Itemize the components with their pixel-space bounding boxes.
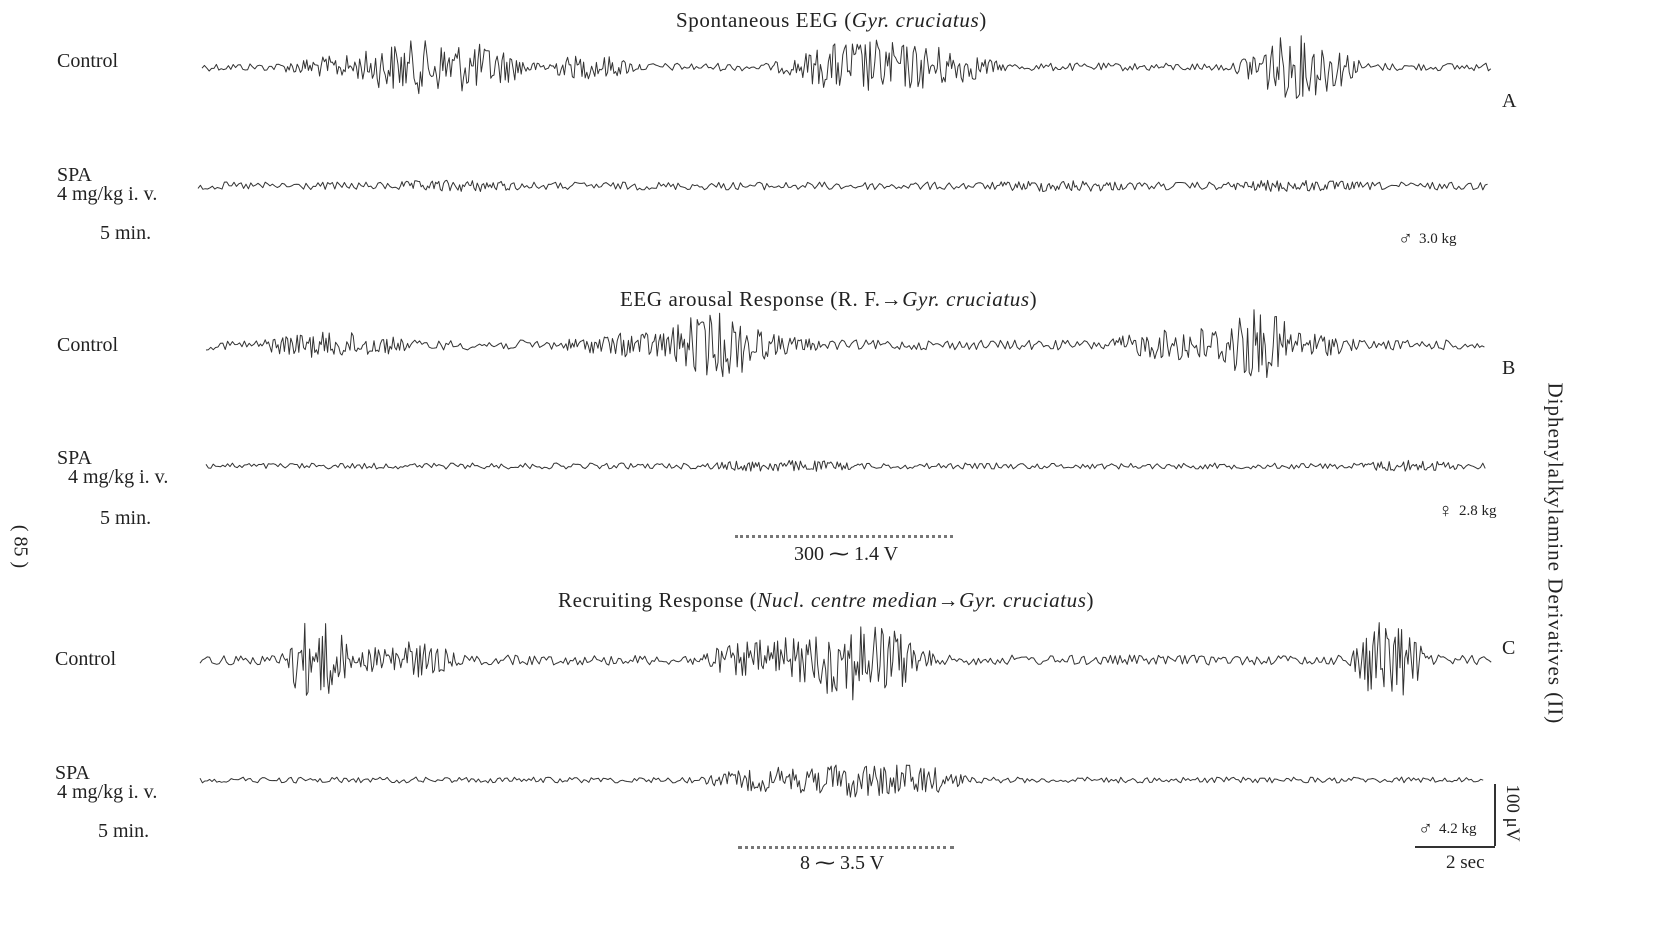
panel-c-control-label: Control	[55, 648, 117, 670]
amplitude-calibration-bar	[1494, 784, 1496, 846]
panel-c-spa-trace	[199, 764, 1484, 798]
eeg-waveform	[201, 35, 1492, 99]
panel-a-title: Spontaneous EEG (Gyr. cruciatus)	[676, 8, 987, 32]
panel-a-control-trace	[201, 35, 1492, 99]
female-symbol-icon: ♀	[1438, 500, 1453, 522]
panel-c-drug-label: SPA	[55, 762, 90, 784]
panel-b-stimulus-bar	[735, 535, 953, 538]
panel-c-animal: ♂ 4.2 kg	[1418, 818, 1477, 840]
eeg-waveform	[205, 309, 1485, 378]
panel-a-dose-label: 4 mg/kg i. v.	[57, 183, 158, 205]
panel-b-drug-label: SPA	[57, 447, 92, 469]
panel-c-stimulus-label: 8 ⁓ 3.5 V	[800, 852, 885, 874]
time-calibration-label: 2 sec	[1446, 852, 1485, 873]
panel-a-time-label: 5 min.	[100, 222, 152, 244]
panel-b-control-trace	[205, 309, 1485, 378]
panel-b-spa-trace	[205, 459, 1486, 472]
panel-b-animal: ♀ 2.8 kg	[1438, 500, 1497, 522]
panel-c-title: Recruiting Response (Nucl. centre median…	[558, 588, 1095, 612]
time-calibration-bar	[1415, 846, 1495, 848]
eeg-waveform	[205, 459, 1486, 472]
page-number: ( 85 )	[9, 524, 32, 569]
panel-b-title: EEG arousal Response (R. F.→Gyr. cruciat…	[620, 287, 1038, 311]
panel-c-dose-label: 4 mg/kg i. v.	[57, 781, 158, 803]
panel-a-letter: A	[1502, 90, 1517, 112]
panel-c-letter: C	[1502, 637, 1516, 659]
panel-b-letter: B	[1502, 357, 1516, 379]
panel-b-time-label: 5 min.	[100, 507, 152, 529]
panel-c-stimulus-bar	[738, 846, 954, 849]
eeg-waveform	[197, 179, 1488, 192]
panel-b-dose-label: 4 mg/kg i. v.	[68, 466, 169, 488]
running-head: Diphenylalkylamine Derivatives (II)	[1543, 382, 1568, 725]
panel-a-drug-label: SPA	[57, 164, 92, 186]
panel-c-time-label: 5 min.	[98, 820, 150, 842]
panel-a-spa-trace	[197, 179, 1488, 192]
eeg-waveform	[199, 764, 1484, 798]
panel-b-stimulus-label: 300 ⁓ 1.4 V	[794, 543, 899, 565]
male-symbol-icon: ♂	[1398, 228, 1413, 250]
panel-a-animal: ♂ 3.0 kg	[1398, 228, 1457, 250]
panel-a-control-label: Control	[57, 50, 119, 72]
panel-c-control-trace	[199, 622, 1492, 701]
amplitude-calibration-label: 100 μV	[1502, 784, 1523, 842]
male-symbol-icon: ♂	[1418, 818, 1433, 840]
panel-b-control-label: Control	[57, 334, 119, 356]
eeg-waveform	[199, 622, 1492, 701]
